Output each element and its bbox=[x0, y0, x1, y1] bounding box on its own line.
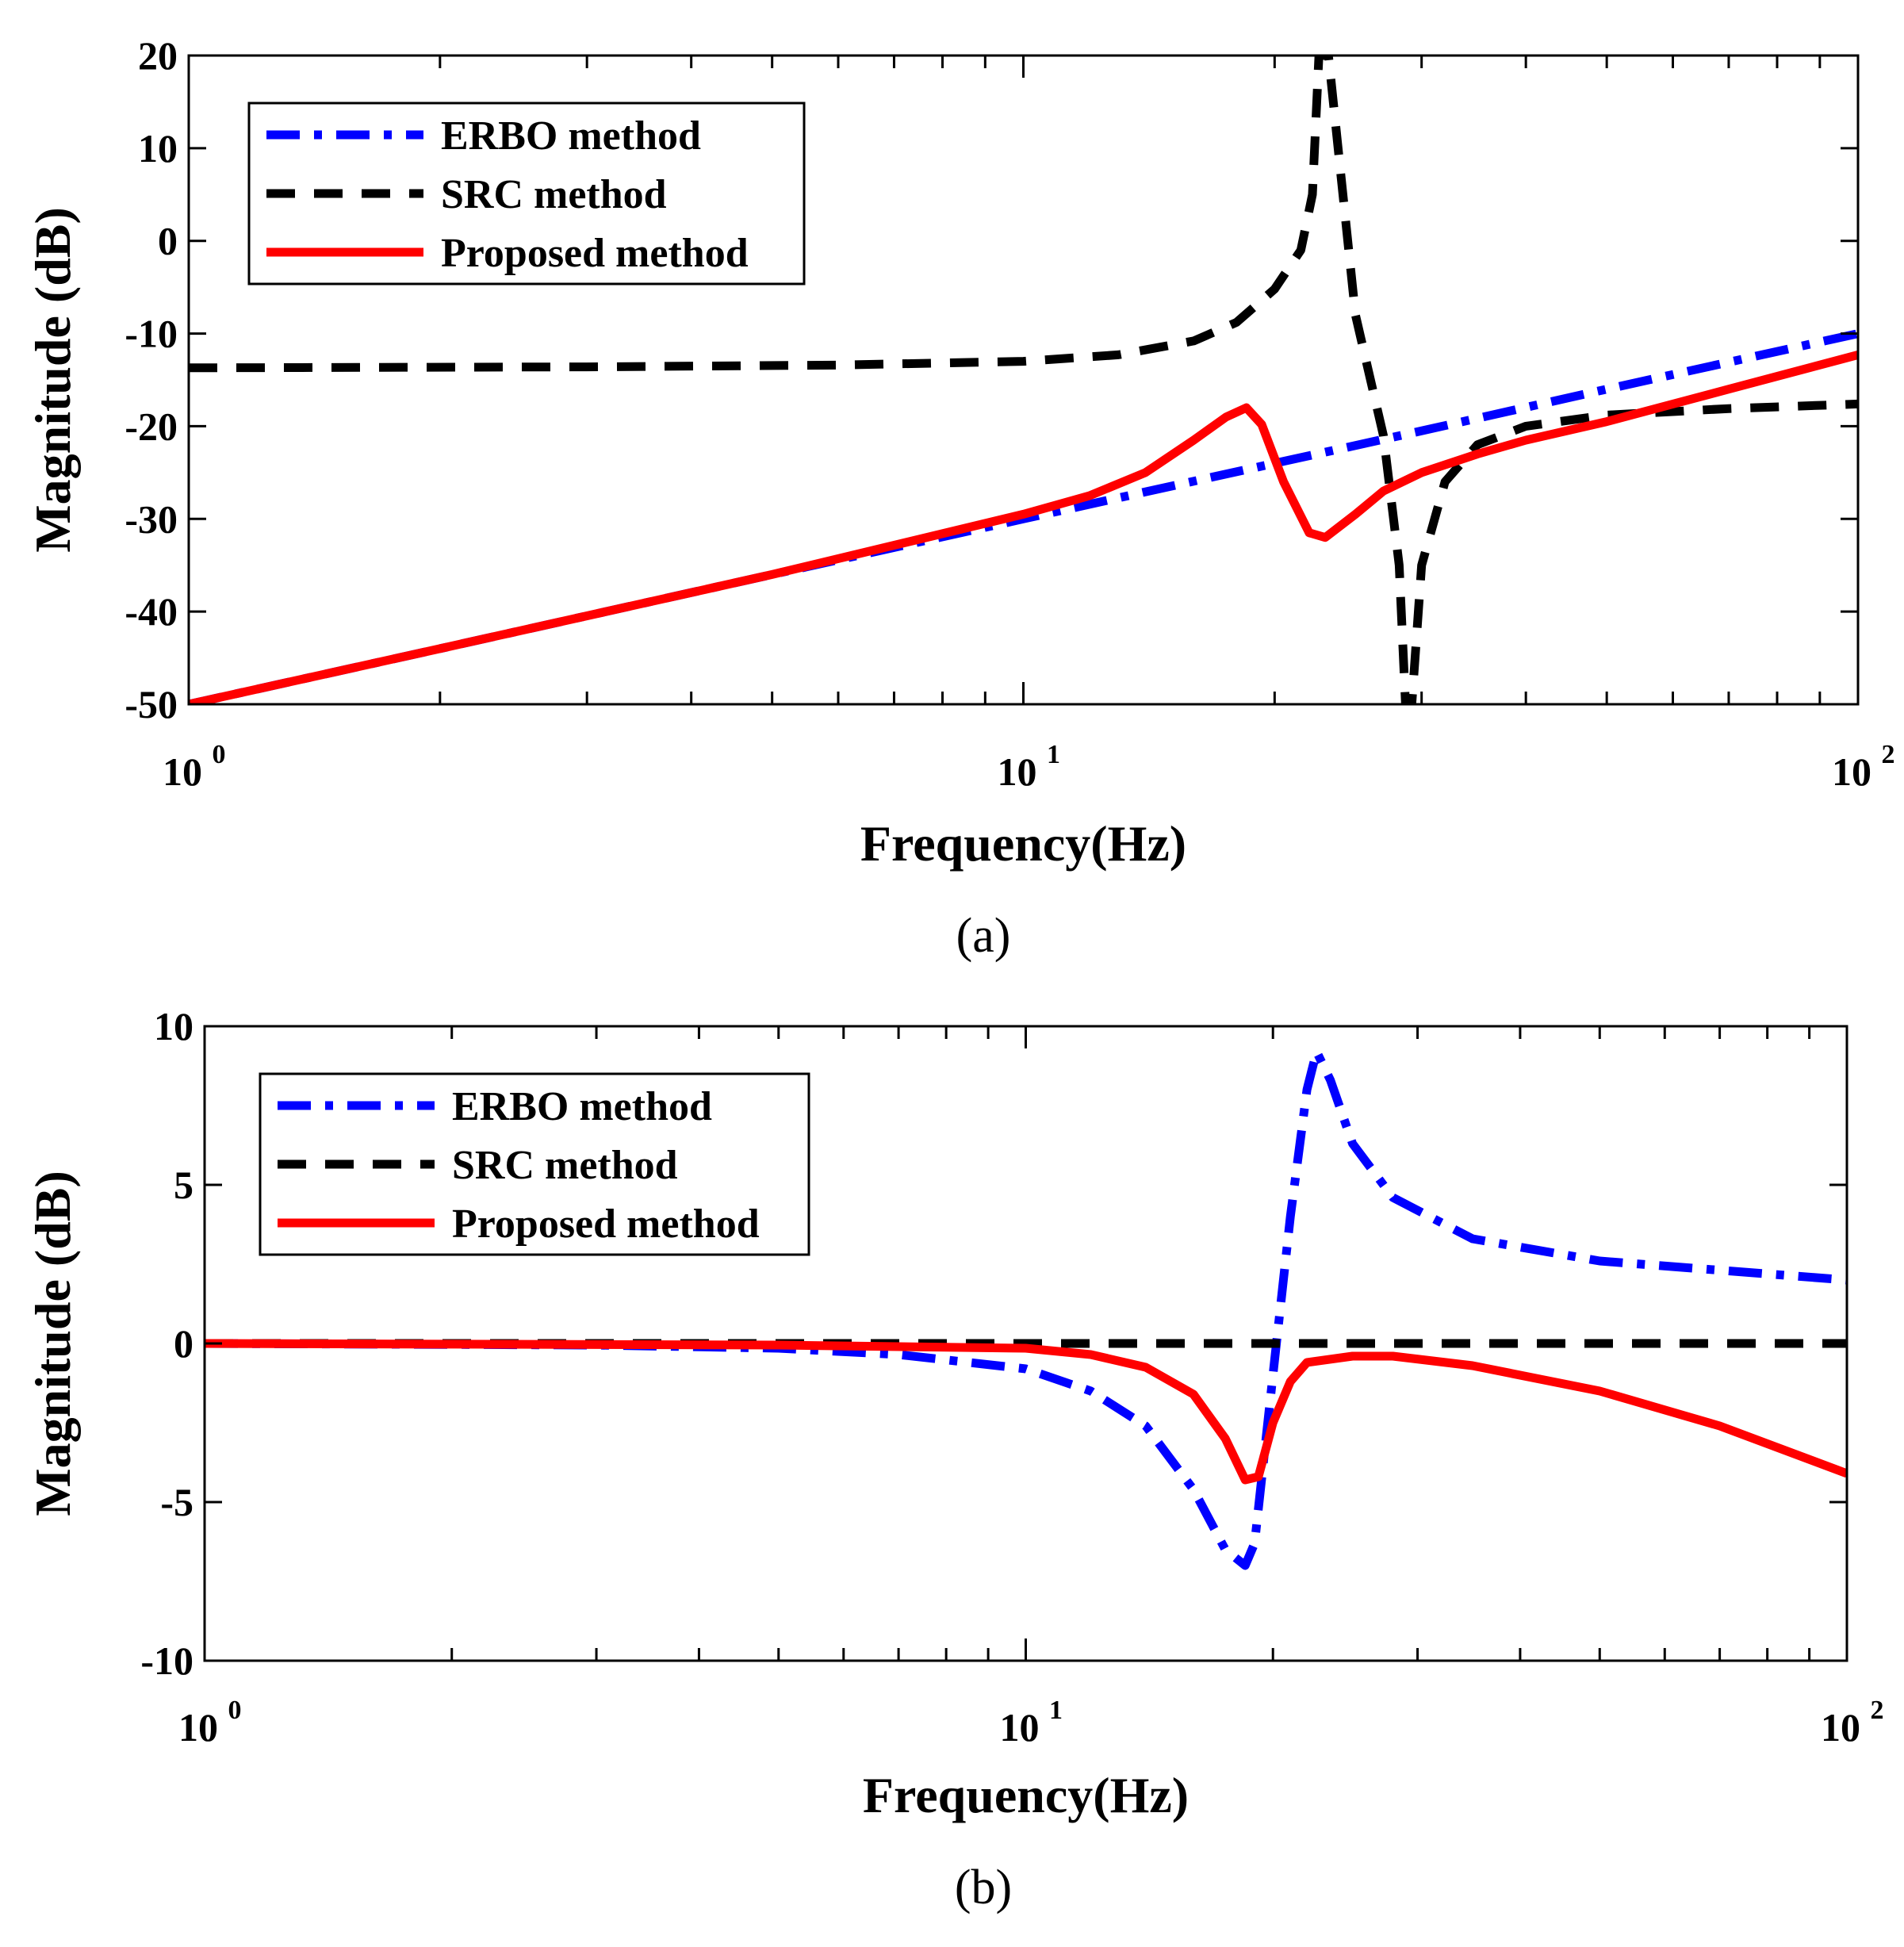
x-tick-exponent: 0 bbox=[228, 1696, 242, 1725]
x-tick-label: 10 bbox=[163, 749, 202, 794]
x-tick-exponent: 0 bbox=[213, 740, 226, 769]
subfigure-caption: (b) bbox=[955, 1861, 1012, 1914]
x-axis-title: Frequency(Hz) bbox=[863, 1767, 1189, 1823]
y-tick-label: -20 bbox=[125, 404, 178, 448]
legend-label: Proposed method bbox=[452, 1202, 760, 1247]
legend: ERBO method SRC method Proposed method bbox=[259, 1072, 810, 1256]
legend-label: ERBO method bbox=[452, 1084, 712, 1129]
y-tick-label: 10 bbox=[154, 1004, 193, 1048]
subfigure-caption: (a) bbox=[956, 909, 1011, 963]
x-tick-exponent: 2 bbox=[1882, 740, 1895, 769]
series-line-proposed-method bbox=[189, 351, 1858, 704]
y-tick-label: -50 bbox=[125, 682, 178, 726]
x-tick-label: 10 bbox=[1000, 1705, 1040, 1750]
x-tick-label: 10 bbox=[998, 749, 1037, 794]
y-tick-label: -10 bbox=[140, 1638, 193, 1683]
y-tick-label: -10 bbox=[125, 312, 178, 356]
legend-label: ERBO method bbox=[441, 113, 701, 159]
x-tick-label: 10 bbox=[1832, 749, 1871, 794]
x-tick-exponent: 2 bbox=[1871, 1696, 1884, 1725]
y-tick-label: 20 bbox=[138, 33, 178, 78]
x-tick-exponent: 1 bbox=[1047, 740, 1060, 769]
legend-label: SRC method bbox=[452, 1143, 678, 1188]
x-tick-label: 10 bbox=[178, 1705, 218, 1750]
legend-label: Proposed method bbox=[441, 231, 749, 276]
x-tick-label: 10 bbox=[1821, 1705, 1860, 1750]
y-axis-title: Magnitude (dB) bbox=[25, 207, 81, 553]
y-tick-label: 0 bbox=[158, 219, 178, 263]
legend: ERBO method SRC method Proposed method bbox=[247, 102, 806, 286]
chart-a: 20 10 0 -10 -20 -30 -40 -50 10 0 10 1 10 2 Frequency(H… bbox=[25, 33, 1895, 963]
x-axis-title: Frequency(Hz) bbox=[860, 815, 1186, 872]
y-tick-label: 5 bbox=[174, 1163, 193, 1207]
legend-label: SRC method bbox=[441, 172, 667, 217]
y-tick-label: -40 bbox=[125, 589, 178, 634]
series-line-erbo-method bbox=[205, 1047, 1847, 1570]
x-tick-exponent: 1 bbox=[1049, 1696, 1063, 1725]
y-tick-label: -30 bbox=[125, 496, 178, 541]
series-line-erbo-method bbox=[189, 329, 1858, 704]
series-group bbox=[189, 56, 1858, 704]
series-line-src-method bbox=[189, 56, 1858, 704]
y-tick-label: -5 bbox=[160, 1480, 193, 1524]
series-line-proposed-method bbox=[205, 1339, 1847, 1485]
y-tick-label: 0 bbox=[174, 1321, 193, 1366]
y-axis-title: Magnitude (dB) bbox=[25, 1171, 81, 1516]
y-tick-label: 10 bbox=[138, 126, 178, 171]
chart-b: 10 5 0 -5 -10 10 0 10 1 10 2 Frequency(Hz) Magnitude… bbox=[25, 1004, 1884, 1914]
series-group bbox=[205, 1047, 1847, 1570]
